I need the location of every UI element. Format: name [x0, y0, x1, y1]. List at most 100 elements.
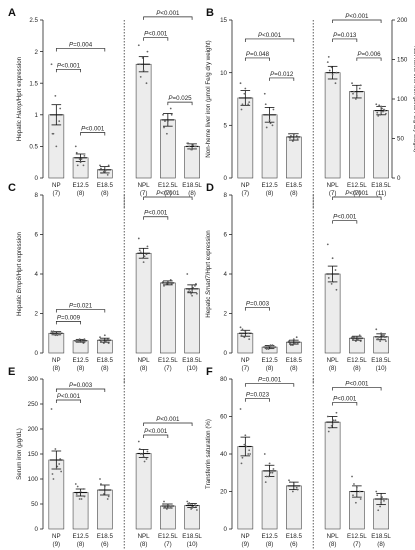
data-point: [138, 448, 141, 450]
data-point: [165, 282, 168, 285]
data-point: [79, 161, 82, 164]
n-label: (8): [77, 541, 85, 548]
data-point: [138, 63, 141, 66]
y-tick-label: 40: [220, 451, 227, 458]
x-tick-label: E12.5L: [158, 182, 178, 189]
n-label: (7): [164, 541, 172, 548]
p-value-label: P<0.001: [345, 13, 369, 20]
data-point: [358, 490, 361, 493]
data-point: [141, 453, 144, 455]
data-point: [269, 122, 272, 125]
data-point: [137, 440, 140, 443]
data-point: [76, 164, 79, 167]
n-label: (8): [266, 190, 274, 197]
data-point: [99, 336, 101, 339]
data-point: [107, 164, 110, 167]
data-point: [335, 288, 338, 291]
n-label: (8): [140, 541, 148, 548]
x-tick-label: E12.5L: [347, 357, 367, 364]
significance-bracket: [332, 387, 382, 391]
data-point: [326, 61, 329, 64]
data-point: [165, 132, 168, 135]
bar: [97, 489, 113, 530]
data-point: [78, 498, 81, 500]
data-point: [354, 340, 357, 343]
x-tick-label: E12.5: [261, 357, 278, 364]
data-point: [328, 69, 331, 72]
x-tick-label: NPL: [138, 182, 151, 189]
data-point: [192, 506, 194, 508]
bar: [261, 114, 278, 179]
data-point: [58, 120, 61, 123]
data-point: [293, 136, 296, 138]
y-tick-label: 50: [31, 501, 38, 508]
panel-letter: F: [206, 366, 213, 378]
significance-bracket: [167, 101, 193, 106]
n-label: (8): [266, 365, 274, 372]
x-tick-label: E12.5: [261, 533, 278, 540]
data-point: [162, 503, 164, 505]
data-point: [103, 485, 106, 488]
y-tick-label: 4: [224, 271, 228, 278]
y-tick-label: 8: [224, 192, 228, 199]
data-point: [352, 338, 354, 341]
data-point: [196, 292, 198, 295]
x-tick-label: E18.5L: [182, 357, 202, 364]
bar: [286, 136, 302, 179]
n-label: (8): [53, 365, 61, 372]
x-tick-label: NP: [241, 182, 250, 189]
data-point: [240, 108, 243, 111]
n-label: (9): [242, 541, 250, 548]
data-point: [137, 237, 140, 240]
data-point: [377, 114, 380, 117]
panel-letter: A: [8, 7, 16, 19]
data-point: [384, 109, 386, 112]
y-tick-label: 0: [224, 526, 228, 533]
x-tick-label: E12.5: [261, 182, 278, 189]
x-tick-label: E12.5L: [347, 182, 367, 189]
significance-bracket: [244, 57, 270, 61]
data-point: [187, 290, 190, 293]
y-tick-label: 10: [220, 70, 227, 77]
y-axis-label: Non-heme liver iron (μmol Fe/g dry weigh…: [205, 40, 212, 157]
p-value-label: P=0.001: [258, 377, 282, 384]
data-point: [107, 342, 110, 345]
data-point: [328, 273, 331, 275]
p-value-label: P=0.012: [270, 71, 294, 78]
bar: [184, 288, 200, 354]
data-point: [354, 501, 357, 504]
p-value-label: P=0.021: [69, 303, 93, 310]
data-point: [334, 269, 337, 271]
data-point: [290, 134, 292, 137]
data-point: [247, 453, 250, 455]
data-point: [385, 112, 387, 115]
data-point: [380, 332, 382, 335]
n-label: (7): [353, 190, 361, 197]
n-label: (6): [290, 541, 298, 548]
data-point: [55, 468, 58, 470]
data-point: [381, 496, 383, 499]
data-point: [375, 490, 378, 493]
p-value-label: P<0.001: [345, 190, 369, 197]
panel-letter: C: [8, 182, 16, 194]
data-point: [107, 495, 110, 498]
data-point: [241, 328, 244, 331]
data-point: [272, 468, 275, 470]
n-label: (7): [353, 541, 361, 548]
n-label: (8): [266, 541, 274, 548]
p-value-label: P<0.001: [57, 62, 81, 69]
p-value-label: P<0.001: [144, 210, 168, 217]
n-label: (9): [53, 541, 61, 548]
data-point: [143, 255, 146, 258]
data-point: [165, 508, 168, 510]
data-point: [146, 245, 149, 248]
bar: [160, 119, 176, 179]
data-point: [353, 90, 355, 93]
data-point: [145, 82, 148, 85]
x-tick-label: NPL: [327, 182, 340, 189]
x-tick-label: E12.5L: [158, 357, 178, 364]
n-label: (8): [377, 541, 385, 548]
bar: [261, 470, 278, 530]
y-axis-label: Transferrin saturation (%): [205, 419, 212, 489]
